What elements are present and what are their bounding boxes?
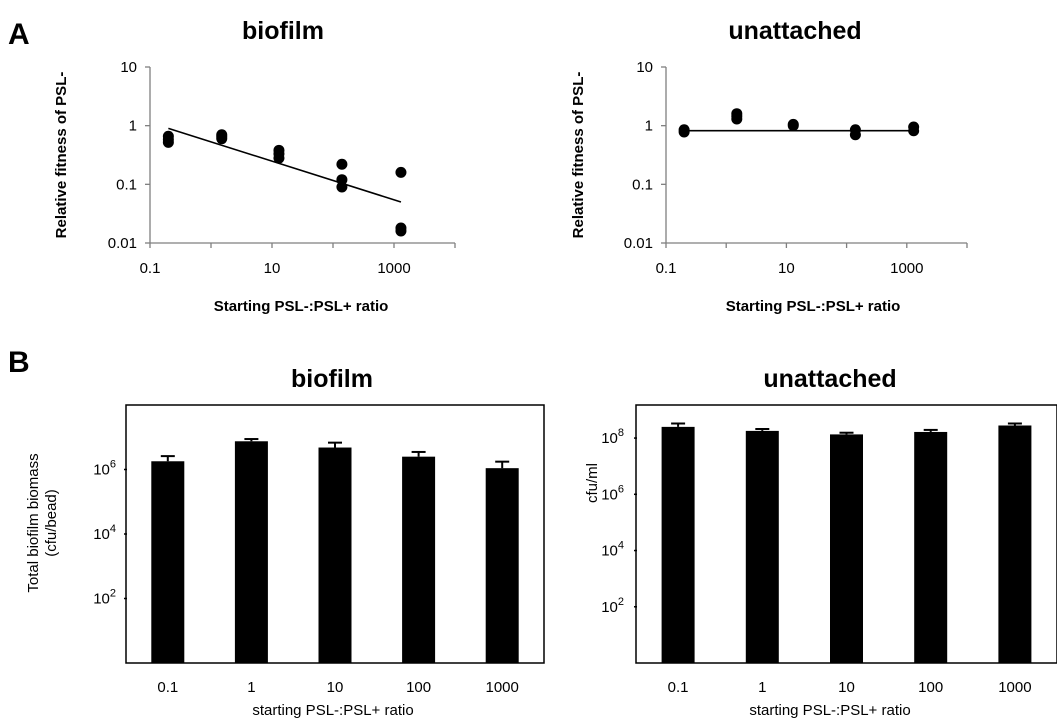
y-tick-label: 0.1	[632, 176, 653, 193]
data-points	[162, 127, 407, 237]
data-point	[908, 121, 920, 133]
bars: 0.1 1 10 100 1000	[661, 422, 1032, 696]
bar	[914, 431, 948, 663]
bar	[745, 430, 779, 663]
chart-title: unattached	[763, 365, 896, 393]
bar	[998, 425, 1032, 663]
data-point	[395, 222, 407, 234]
chart-title: biofilm	[291, 365, 373, 393]
data-point	[678, 124, 690, 136]
bar	[402, 456, 436, 663]
y-tick-label: 10	[636, 59, 653, 76]
x-tick-label: 10	[838, 679, 855, 696]
x-axis-label: starting PSL-:PSL+ ratio	[749, 702, 910, 719]
data-point	[162, 130, 174, 142]
chart-b-biofilm: biofilm starting PSL-:PSL+ ratio Total b…	[25, 365, 545, 719]
y-tick-label: 104	[601, 540, 624, 560]
panel-label-a: A	[8, 18, 30, 51]
x-tick-label: 0.1	[140, 260, 161, 277]
data-point	[849, 124, 861, 136]
panel-label-b: B	[8, 346, 30, 379]
y-axis-label: Relative fitness of PSL-	[570, 72, 587, 239]
x-tick-label: 10	[264, 260, 281, 277]
y-tick-label: 108	[601, 427, 624, 447]
bar	[318, 447, 352, 663]
x-tick-label: 0.1	[656, 260, 677, 277]
data-point	[787, 118, 799, 130]
y-axis-label: Relative fitness of PSL-	[53, 72, 70, 239]
x-tick-label: 1	[247, 679, 255, 696]
y-tick-label: 1	[645, 118, 653, 135]
data-point	[731, 108, 743, 120]
y-tick-label: 0.1	[116, 176, 137, 193]
x-tick-label: 0.1	[157, 679, 178, 696]
y-axis-label-line2: (cfu/bead)	[43, 489, 60, 557]
y-tick-label: 0.01	[624, 235, 653, 252]
bars: 0.1 1 10 100 1000	[151, 438, 519, 696]
chart-a-unattached: unattached Starting PSL-:PSL+ ratio Rela…	[570, 17, 968, 315]
bar	[661, 426, 695, 663]
data-point	[336, 158, 348, 170]
x-axis-label: Starting PSL-:PSL+ ratio	[214, 298, 389, 315]
chart-b-unattached: unattached starting PSL-:PSL+ ratio cfu/…	[584, 365, 1057, 719]
x-tick-label: 0.1	[668, 679, 689, 696]
chart-a-biofilm: biofilm Starting PSL-:PSL+ ratio Relativ…	[53, 17, 456, 315]
x-tick-label: 10	[327, 679, 344, 696]
x-axis-label: Starting PSL-:PSL+ ratio	[726, 298, 901, 315]
y-tick-label: 106	[93, 459, 116, 479]
x-tick-label: 1000	[998, 679, 1031, 696]
y-tick-label: 1	[129, 118, 137, 135]
bar	[485, 468, 519, 663]
y-axis-label: cfu/ml	[584, 463, 601, 503]
x-tick-label: 1000	[486, 679, 519, 696]
x-tick-label: 100	[918, 679, 943, 696]
chart-title: biofilm	[242, 17, 324, 45]
data-point	[395, 166, 407, 178]
y-tick-label: 10	[120, 59, 137, 76]
data-point	[336, 174, 348, 186]
y-tick-label: 104	[93, 523, 116, 543]
y-tick-label: 102	[601, 596, 624, 616]
data-points	[678, 108, 920, 141]
bar	[234, 441, 268, 663]
y-tick-label: 0.01	[108, 235, 137, 252]
x-tick-label: 10	[778, 260, 795, 277]
x-tick-label: 100	[406, 679, 431, 696]
bar	[830, 434, 863, 663]
x-tick-label: 1000	[377, 260, 410, 277]
y-tick-label: 106	[601, 483, 624, 503]
x-axis-label: starting PSL-:PSL+ ratio	[252, 702, 413, 719]
y-tick-label: 102	[93, 588, 116, 608]
x-tick-label: 1	[758, 679, 766, 696]
trendline	[168, 127, 402, 203]
bar	[151, 461, 185, 663]
x-tick-label: 1000	[890, 260, 923, 277]
data-point	[273, 144, 285, 156]
y-axis-label-line1: Total biofilm biomass	[25, 453, 42, 592]
chart-title: unattached	[728, 17, 861, 45]
data-point	[216, 129, 228, 141]
